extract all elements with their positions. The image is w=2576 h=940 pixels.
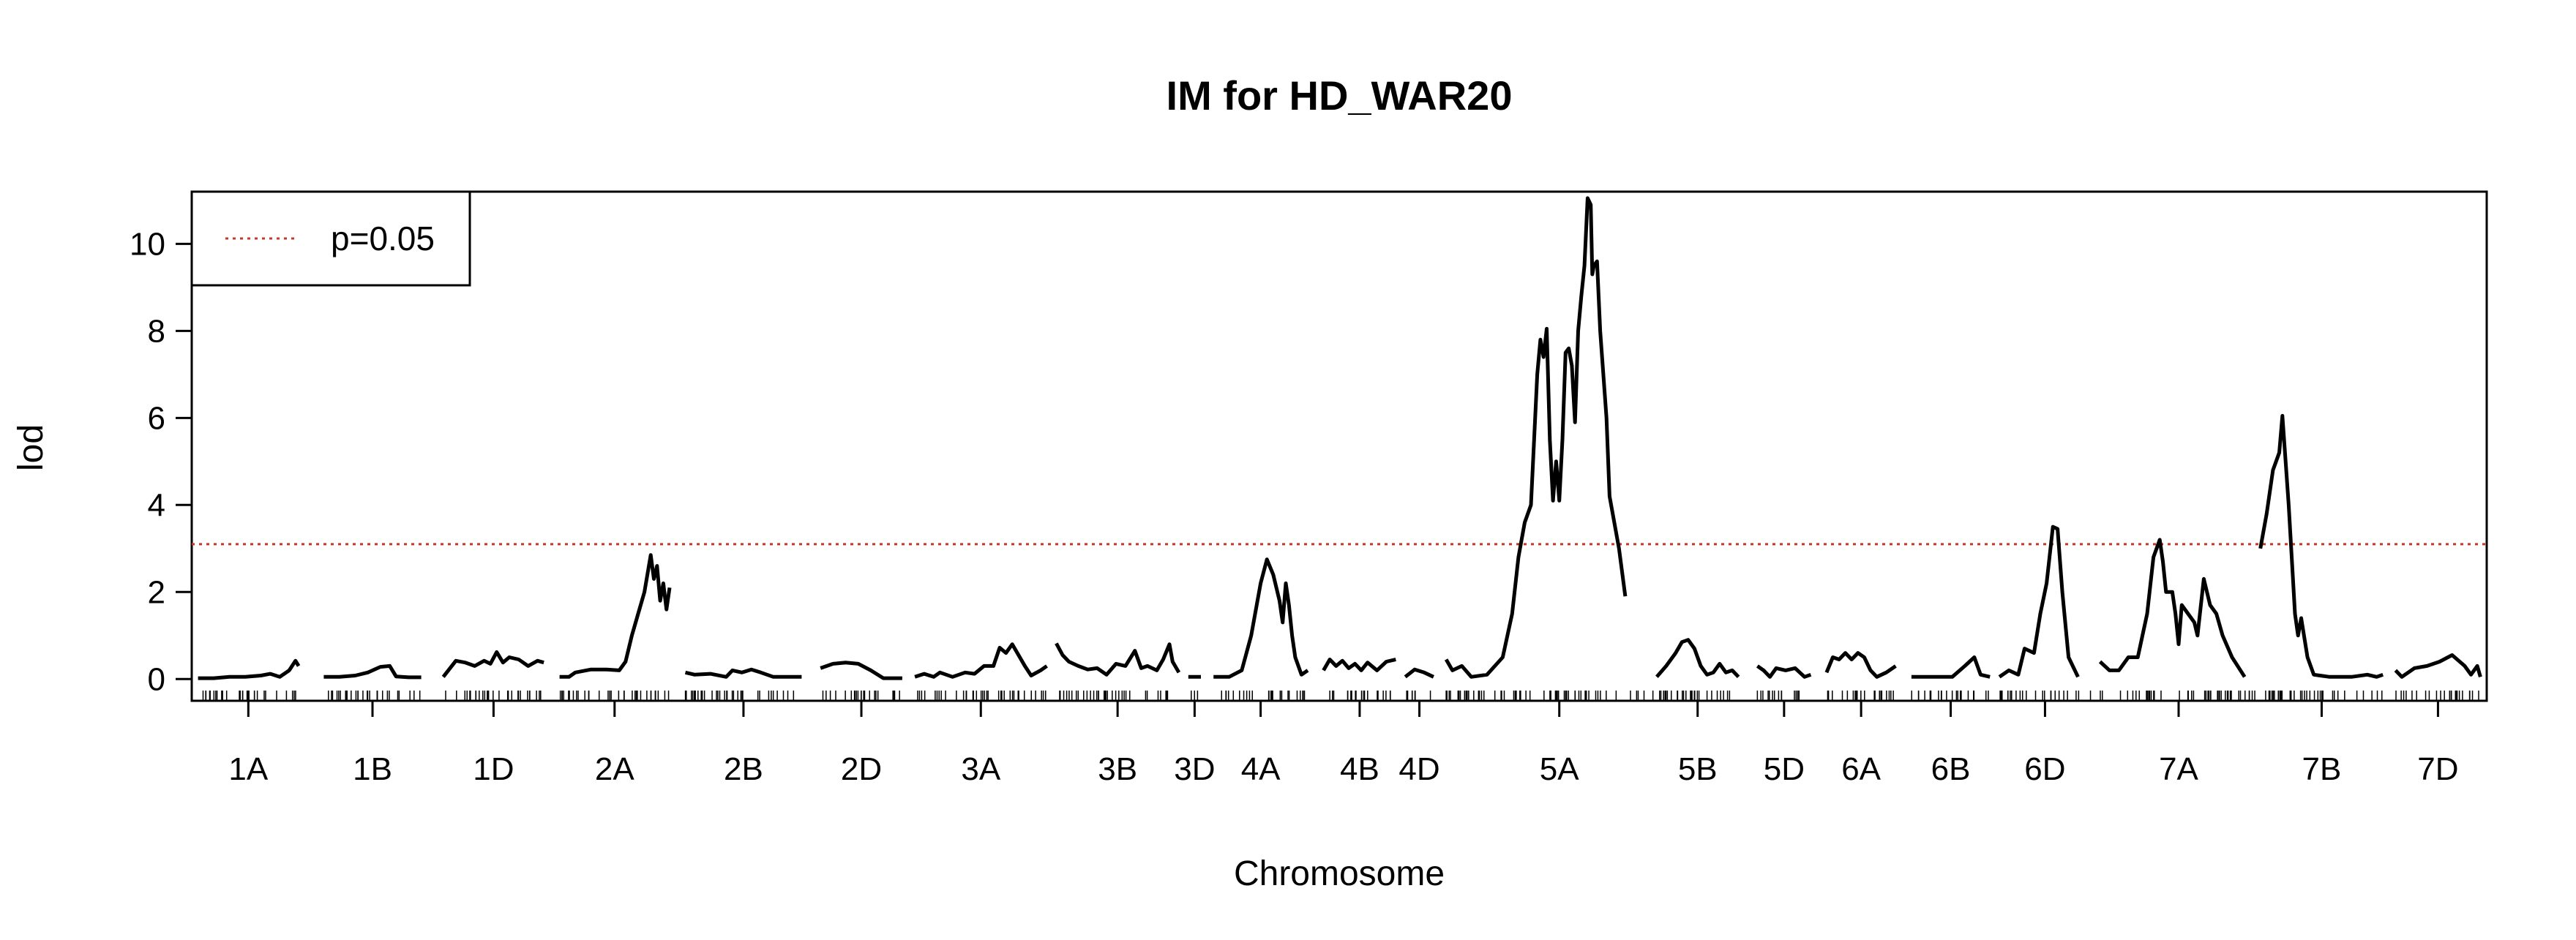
lod-curve-4A xyxy=(1213,557,1309,679)
lod-curve-1B xyxy=(323,663,422,680)
lod-curve-6A xyxy=(1824,651,1897,679)
x-tick-label: 1A xyxy=(228,751,268,787)
x-tick-label: 3A xyxy=(961,751,1000,787)
lod-curve-7B xyxy=(2258,413,2384,679)
x-tick-label: 7B xyxy=(2302,751,2342,787)
x-tick-label: 2D xyxy=(841,751,882,787)
lod-curve-4B xyxy=(1322,658,1396,672)
y-tick-label: 6 xyxy=(148,400,165,436)
x-tick-label: 2A xyxy=(595,751,634,787)
lod-curve-5D xyxy=(1756,664,1812,679)
y-tick-label: 8 xyxy=(148,313,165,349)
x-tick-label: 4B xyxy=(1340,751,1379,787)
plot-frame xyxy=(190,190,2488,702)
lod-curve-2B xyxy=(684,667,802,679)
lod-curve-3B xyxy=(1055,642,1181,677)
y-tick-label: 10 xyxy=(130,226,165,262)
lod-curve-5B xyxy=(1655,638,1740,679)
lod-curve-6D xyxy=(1998,524,2080,679)
chart-title: IM for HD_WAR20 xyxy=(1167,72,1513,119)
lod-curve-1A xyxy=(198,658,301,680)
x-tick-label: 5D xyxy=(1764,751,1805,787)
x-tick-label: 1D xyxy=(473,751,514,787)
plot-area: 0 2 4 6 8 10 1A 1B 1D 2A 2B 2D 3A 3B 3D 4A 4B 4D 5A 5B 5D 6A 6… xyxy=(130,190,2488,787)
x-tick-label: 5B xyxy=(1678,751,1718,787)
x-tick-label: 2B xyxy=(724,751,763,787)
x-tick-label: 5A xyxy=(1540,751,1579,787)
x-tick-label: 3B xyxy=(1098,751,1137,787)
x-tick-label: 3D xyxy=(1174,751,1215,787)
lod-curve-4D xyxy=(1404,667,1434,679)
x-tick-label: 6A xyxy=(1841,751,1881,787)
x-tick-label: 6B xyxy=(1931,751,1971,787)
x-axis-label: Chromosome xyxy=(1234,854,1445,893)
x-tick-label: 4A xyxy=(1241,751,1281,787)
lod-curve-2A xyxy=(559,553,672,679)
lod-curve-7A xyxy=(2098,538,2247,678)
lod-curve-7D xyxy=(2394,653,2482,679)
legend: p=0.05 xyxy=(190,190,471,287)
x-tick-label: 7A xyxy=(2159,751,2198,787)
y-tick-label: 0 xyxy=(148,661,165,697)
lod-curve-3A xyxy=(914,642,1048,679)
x-tick-label: 6D xyxy=(2024,751,2065,787)
lod-curve-6B xyxy=(1911,655,1991,679)
legend-box xyxy=(190,190,471,287)
lod-curve-2D xyxy=(820,661,902,680)
x-tick-label: 7D xyxy=(2417,751,2458,787)
legend-threshold-label: p=0.05 xyxy=(331,219,435,257)
x-tick-label: 4D xyxy=(1399,751,1439,787)
lod-curve-5A xyxy=(1444,196,1628,679)
x-tick-label: 1B xyxy=(353,751,392,787)
y-tick-label: 2 xyxy=(148,574,165,610)
y-tick-label: 4 xyxy=(148,487,165,523)
y-axis-label: lod xyxy=(12,424,50,471)
lod-curve-1D xyxy=(441,650,544,678)
